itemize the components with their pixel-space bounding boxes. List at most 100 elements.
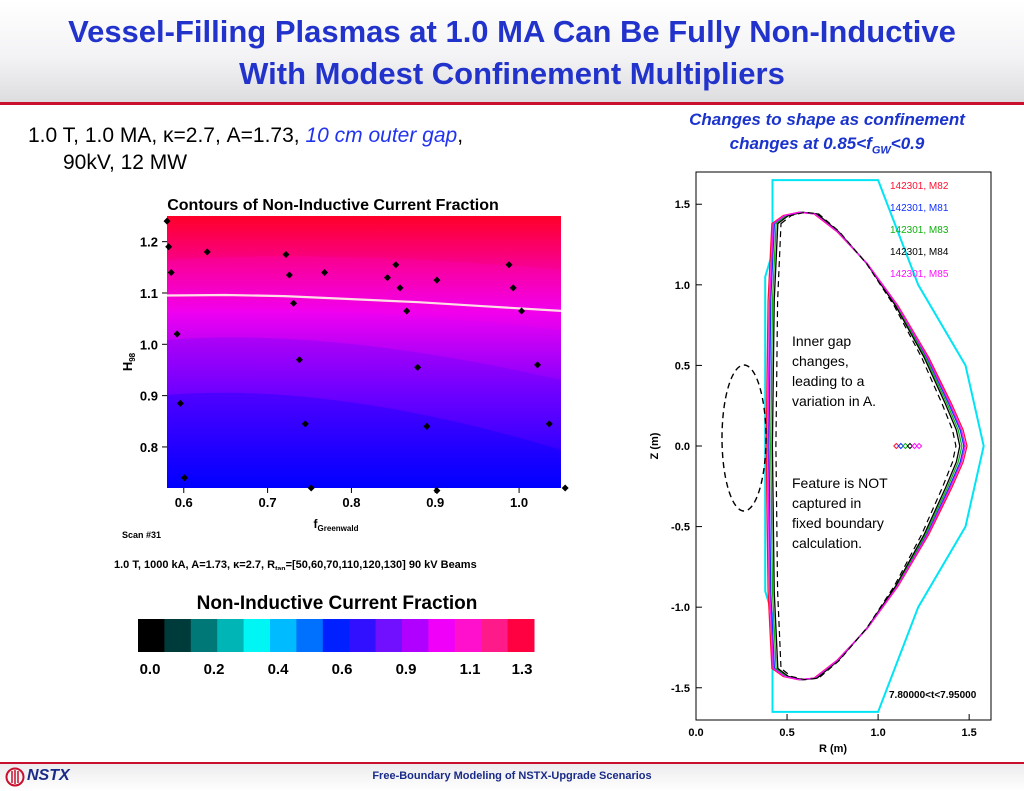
- y-tick-label: 0.8: [140, 440, 158, 455]
- axis-marker: [906, 442, 914, 450]
- colorbar-cells: [138, 619, 535, 652]
- x-tick-label: 0.7: [259, 495, 277, 510]
- scan-point: [509, 284, 517, 292]
- equilibrium-legend: 142301, M82 142301, M81 142301, M83 142301,…: [890, 181, 949, 280]
- slide-title-line1: Vessel-Filling Plasmas at 1.0 MA Can Be …: [68, 14, 956, 49]
- scan-point: [290, 299, 298, 307]
- scan-point: [301, 420, 309, 428]
- caption-part-2: =2.7, R: [239, 559, 275, 570]
- legend-entry: 142301, M81: [890, 203, 949, 214]
- x-tick-label: 1.0: [510, 495, 528, 510]
- scan-point: [383, 274, 391, 282]
- x-tick-label: 0.9: [426, 495, 444, 510]
- eq-y-label: Z (m): [649, 432, 661, 459]
- legend-entry: 142301, M82: [890, 181, 949, 192]
- slide-title-line2: With Modest Confinement Multipliers: [239, 56, 785, 91]
- params-mid: =2.7, A=1.73,: [173, 124, 306, 147]
- scan-point: [167, 268, 175, 276]
- fixed-boundary-annotation: Feature is NOT captured in fixed boundar…: [792, 475, 891, 551]
- axis-marker: [911, 442, 918, 450]
- caption-part-4: =[50,60,70,110,120,130] 90 kV Beams: [286, 559, 477, 570]
- contour-shade-3: [167, 256, 561, 330]
- colorbar-tick-label: 0.4: [268, 661, 290, 678]
- x-tick-label: 0.6: [175, 495, 193, 510]
- kappa-symbol: κ: [163, 124, 174, 147]
- colorbar-tick-label: 0.9: [396, 661, 417, 678]
- scan-point: [173, 330, 181, 338]
- colorbar-cell: [270, 619, 297, 652]
- equilibrium-chart: 142301, M82 142301, M81 142301, M83 142301,…: [649, 171, 992, 755]
- scan-point: [165, 243, 173, 251]
- header-rule: [0, 102, 1024, 105]
- contour-x-label: fGreenwald: [314, 517, 359, 533]
- eq-y-tick-label: -1.5: [671, 683, 690, 695]
- eq-x-tick-label: 0.0: [688, 727, 703, 739]
- annot1-line1: Inner gap: [792, 333, 851, 349]
- scan-point: [534, 361, 542, 369]
- eq-x-tick-label: 0.5: [779, 727, 794, 739]
- shape-caption-line1: Changes to shape as confinement: [689, 110, 965, 129]
- y-tick-label: 1.2: [140, 235, 158, 250]
- scan-point: [403, 307, 411, 315]
- colorbar-cell: [349, 619, 377, 652]
- colorbar-cell: [296, 619, 324, 652]
- equilibrium-frame: [695, 171, 992, 721]
- colorbar-ticks: 0.0 0.2 0.4 0.6 0.9 1.1 1.3: [140, 661, 533, 678]
- magnetic-axis-markers: [893, 442, 923, 450]
- eq-x-tick-label: 1.0: [870, 727, 885, 739]
- nstx-logo-icon: [5, 767, 25, 787]
- scan-point: [392, 261, 400, 269]
- caption-suffix: <0.9: [890, 134, 925, 153]
- colorbar-cell: [243, 619, 271, 652]
- outer-gap-text: 10 cm outer gap: [305, 124, 458, 147]
- footer-title: Free-Boundary Modeling of NSTX-Upgrade S…: [372, 770, 652, 782]
- colorbar-cell: [375, 619, 403, 652]
- scan-point: [321, 268, 329, 276]
- y-tick-label: 1.0: [140, 337, 158, 352]
- boundary-line: [771, 211, 961, 681]
- colorbar-tick-label: 0.2: [204, 661, 225, 678]
- contour-line-unity: [166, 293, 562, 312]
- scan-label: Scan #31: [122, 530, 161, 540]
- annot2-line3: fixed boundary: [792, 515, 884, 531]
- y-tick-label: 0.9: [140, 389, 158, 404]
- caption-part-0: 1.0 T, 1000 kA, A=1.73,: [114, 559, 233, 570]
- caption-part-1: κ: [233, 559, 240, 570]
- contour-caption: 1.0 T, 1000 kA, A=1.73, κ=2.7, Rtan=[50,…: [114, 559, 477, 570]
- contour-x-label-main: f: [314, 517, 319, 531]
- annot1-line4: variation in A.: [792, 393, 876, 409]
- contour-x-ticks: 0.6 0.7 0.8 0.9 1.0: [175, 488, 528, 510]
- eq-y-tick-label: -1.0: [671, 602, 690, 614]
- colorbar-cell: [428, 619, 456, 652]
- colorbar-tick-label: 1.3: [512, 661, 533, 678]
- scan-point: [295, 356, 303, 364]
- scan-point: [561, 484, 569, 492]
- footer-rule: [0, 762, 1024, 764]
- annot2-line4: calculation.: [792, 535, 862, 551]
- contour-y-label: H98: [120, 352, 137, 371]
- eq-y-tick-label: 0.5: [675, 360, 690, 372]
- annot2-line1: Feature is NOT: [792, 475, 888, 491]
- contour-field: [167, 216, 561, 488]
- colorbar-tick-label: 0.6: [332, 661, 353, 678]
- colorbar-cell: [190, 619, 218, 652]
- scan-point: [518, 307, 526, 315]
- contour-x-label-sub: Greenwald: [318, 524, 359, 533]
- colorbar-tick-label: 1.1: [460, 661, 481, 678]
- eq-y-tick-label: 0.0: [675, 441, 690, 453]
- vessel-wall: [764, 179, 985, 713]
- contour-y-ticks: 0.8 0.9 1.0 1.1 1.2: [140, 235, 167, 455]
- contour-chart-title: Contours of Non-Inductive Current Fracti…: [167, 197, 499, 214]
- colorbar-cell: [138, 619, 165, 652]
- scan-point: [423, 422, 431, 430]
- header-band: [0, 0, 1024, 104]
- contour-chart: Contours of Non-Inductive Current Fracti…: [114, 197, 569, 570]
- scan-point: [545, 420, 553, 428]
- eq-x-ticks: 0.0 0.5 1.0 1.5: [688, 714, 977, 739]
- caption-prefix: changes at 0.85<f: [729, 134, 872, 153]
- colorbar-cell: [454, 619, 482, 652]
- params-comma: ,: [457, 124, 464, 147]
- legend-entry: 142301, M85: [890, 269, 949, 280]
- axis-marker: [915, 442, 923, 450]
- inner-gap-ellipse: [721, 364, 767, 512]
